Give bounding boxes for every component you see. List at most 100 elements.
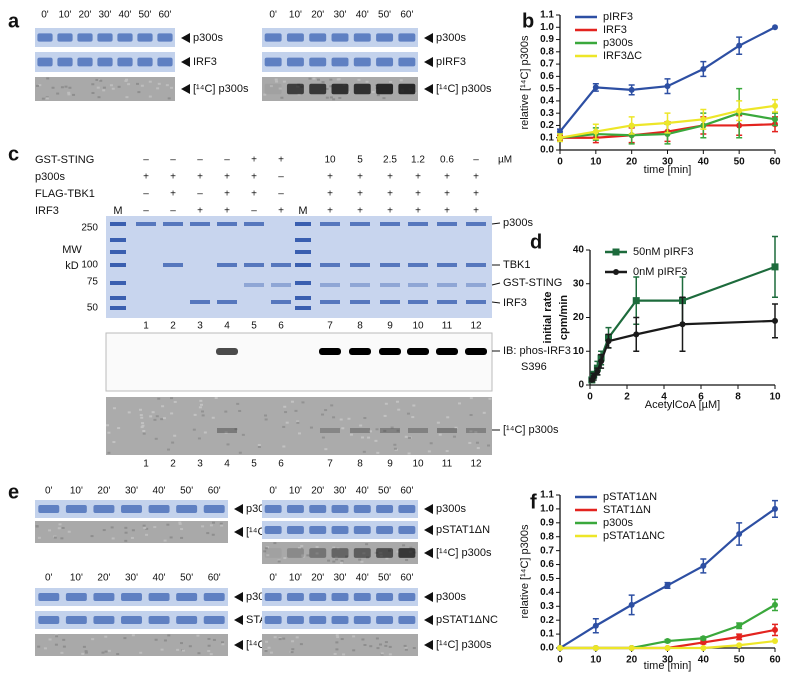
- marker: [664, 638, 671, 645]
- condition-label: FLAG-TBK1: [35, 188, 95, 200]
- band: [157, 57, 173, 67]
- marker: [628, 601, 635, 608]
- lane-label: 60': [400, 573, 413, 584]
- noise: [125, 78, 129, 81]
- band: [286, 616, 304, 624]
- band: [93, 616, 115, 624]
- noise: [487, 444, 491, 447]
- band: [157, 33, 173, 42]
- noise: [263, 550, 267, 553]
- noise: [200, 410, 204, 413]
- noise: [117, 427, 121, 430]
- lane-label: 30': [333, 573, 346, 584]
- band: [376, 548, 394, 558]
- noise: [301, 555, 305, 558]
- autoradiograph: [35, 77, 175, 101]
- noise: [445, 450, 449, 453]
- noise: [362, 450, 366, 453]
- lane-number: 4: [224, 321, 230, 332]
- legend-label: p300s: [603, 37, 633, 49]
- band: [376, 57, 394, 67]
- band: [437, 428, 457, 433]
- band: [309, 616, 327, 624]
- band: [37, 33, 53, 42]
- band: [309, 593, 327, 601]
- noise: [363, 417, 367, 420]
- marker: [772, 638, 778, 645]
- legend-label: 50nM pIRF3: [633, 246, 694, 258]
- band: [286, 33, 304, 42]
- arrowhead: [424, 525, 433, 535]
- band: [244, 222, 264, 226]
- condition-mark: µM: [498, 155, 512, 166]
- band: [380, 300, 400, 304]
- condition-mark: –: [278, 189, 284, 200]
- noise: [95, 78, 99, 81]
- noise: [399, 79, 403, 82]
- noise: [157, 397, 161, 400]
- noise: [241, 433, 245, 436]
- arrowhead: [424, 57, 433, 67]
- noise: [167, 97, 171, 100]
- condition-mark: –: [170, 206, 176, 217]
- noise: [282, 445, 286, 448]
- noise: [72, 93, 76, 96]
- noise: [325, 96, 329, 99]
- noise: [325, 87, 329, 90]
- noise: [163, 639, 167, 642]
- lane-number: 11: [442, 321, 453, 332]
- legend-label: IRF3ΔC: [603, 50, 642, 62]
- noise: [357, 78, 361, 81]
- noise: [60, 86, 64, 89]
- noise: [166, 523, 170, 526]
- y-tick-label: 0.9: [540, 517, 554, 528]
- legend-label: STAT1ΔN: [603, 504, 651, 516]
- noise: [142, 430, 146, 433]
- y-tick-label: 0.4: [540, 96, 554, 107]
- band: [350, 283, 370, 287]
- band: [309, 548, 327, 558]
- noise: [388, 645, 392, 648]
- condition-mark: +: [224, 189, 230, 200]
- noise: [476, 447, 480, 450]
- noise: [201, 414, 205, 417]
- marker: [679, 321, 686, 328]
- condition-mark: 10: [324, 155, 336, 166]
- band: [376, 593, 394, 601]
- noise: [138, 408, 142, 411]
- band: [148, 505, 170, 513]
- lane-number: 1: [143, 459, 149, 470]
- lane-label: 10': [70, 486, 83, 497]
- mw-label: 75: [87, 277, 99, 288]
- noise: [124, 539, 128, 542]
- noise: [90, 535, 94, 538]
- noise: [84, 650, 88, 653]
- noise: [192, 428, 196, 431]
- band: [264, 505, 282, 513]
- noise: [139, 414, 143, 417]
- legend-label: pIRF3: [603, 11, 633, 23]
- marker: [772, 116, 778, 123]
- y-tick-label: 1.0: [540, 22, 554, 33]
- band: [398, 526, 416, 534]
- lane-label: 50': [378, 486, 391, 497]
- noise: [212, 521, 216, 524]
- y-tick-label: 0.5: [540, 83, 554, 94]
- noise: [396, 550, 400, 553]
- x-tick-label: 6: [698, 392, 704, 403]
- band: [408, 300, 428, 304]
- noise: [109, 84, 113, 87]
- band: [436, 348, 458, 355]
- noise: [411, 416, 415, 419]
- band-label: p300s: [436, 591, 466, 603]
- band: [244, 283, 264, 287]
- y-tick-label: 0.0: [540, 643, 554, 654]
- condition-mark: +: [327, 172, 333, 183]
- noise: [329, 96, 333, 99]
- arrowhead: [181, 33, 190, 43]
- marker: [772, 505, 778, 512]
- noise: [178, 522, 182, 525]
- noise: [274, 78, 278, 81]
- noise: [379, 643, 383, 646]
- arrowhead: [424, 84, 433, 94]
